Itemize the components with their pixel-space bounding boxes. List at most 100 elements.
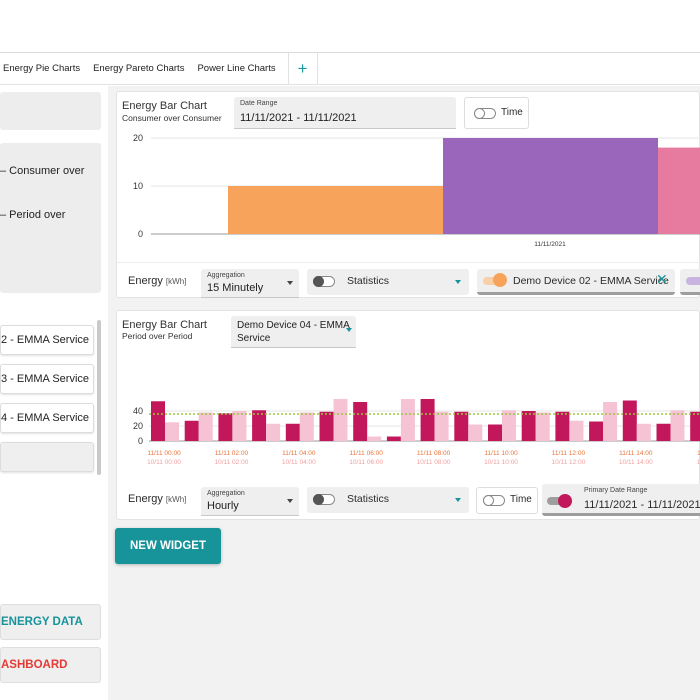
- bar-compare: [165, 422, 179, 441]
- aggregation-value: 15 Minutely: [207, 282, 264, 294]
- device-item-label: 2 - EMMA Service: [1, 334, 90, 346]
- y-tick-label: 20: [133, 133, 143, 143]
- device-chip-label: Demo Device 02 - EMMA Service: [513, 275, 669, 287]
- tab-bar: Energy Pie Charts Energy Pareto Charts P…: [0, 52, 700, 85]
- bar-compare: [333, 399, 348, 441]
- time-toggle[interactable]: [474, 108, 496, 119]
- bar-primary: [690, 411, 700, 441]
- device-item-5[interactable]: [0, 442, 94, 472]
- device-item-label: 3 - EMMA Service: [1, 373, 90, 385]
- chevron-down-icon: [287, 499, 293, 503]
- x-tick-label-primary: 11/11 14:00: [619, 450, 653, 457]
- widget-subtitle: Period over Period: [122, 331, 193, 341]
- date-range-label: Date Range: [240, 100, 278, 107]
- bar-chart-period: 0 20 40 11/11 00:00 10/11 00:00 11/11 02:00 10…: [133, 399, 700, 466]
- tab-energy-pareto-charts[interactable]: Energy Pareto Charts: [93, 63, 185, 74]
- primary-color-dot: [558, 494, 572, 508]
- date-range-value: 11/11/2021 - 11/11/2021: [240, 112, 357, 124]
- bar-primary: [218, 413, 233, 441]
- chevron-down-icon: [455, 498, 461, 502]
- energy-label: Energy [kWh]: [128, 493, 187, 505]
- device-color-dot: [493, 273, 507, 287]
- chevron-down-icon: [346, 328, 352, 332]
- aggregation-label: Aggregation: [207, 272, 245, 279]
- x-tick-label-compare: 10/1: [697, 459, 700, 466]
- x-tick-label: 11/11/2021: [534, 241, 566, 248]
- y-tick-label: 20: [133, 421, 143, 431]
- bar-primary: [521, 411, 536, 441]
- statistics-select[interactable]: Statistics: [307, 269, 469, 295]
- statistics-select[interactable]: Statistics: [307, 487, 469, 513]
- device-toggle[interactable]: [686, 277, 700, 285]
- left-panel-scrollbar[interactable]: [97, 320, 101, 475]
- widget-title: Energy Bar Chart: [122, 319, 207, 331]
- left-panel: – Consumer over – Period over 2 - EMMA S…: [0, 86, 108, 700]
- energy-data-button[interactable]: ENERGY DATA: [0, 604, 101, 640]
- time-toggle-box[interactable]: Time: [464, 97, 529, 129]
- widget-list-item-1[interactable]: – Consumer over: [0, 165, 85, 177]
- bar-compare: [299, 412, 314, 441]
- x-tick-label-primary: 11/11 02:00: [215, 450, 249, 457]
- x-tick-label-compare: 10/11 14:00: [619, 459, 653, 466]
- chevron-down-icon: [287, 281, 293, 285]
- tab-power-line-charts[interactable]: Power Line Charts: [197, 63, 276, 74]
- y-tick-label: 0: [138, 229, 143, 239]
- bar-compare: [367, 436, 382, 441]
- bar-compare: [434, 411, 449, 441]
- x-tick-label-compare: 10/11 04:00: [282, 459, 316, 466]
- bar-primary: [285, 423, 300, 441]
- widget-consumer-over-consumer: Energy Bar Chart Consumer over Consumer …: [116, 91, 700, 298]
- bar-compare: [468, 424, 483, 441]
- aggregation-select[interactable]: Aggregation 15 Minutely: [201, 269, 299, 298]
- device-item-3[interactable]: 3 - EMMA Service: [0, 364, 94, 394]
- x-tick-label-compare: 10/11 10:00: [484, 459, 518, 466]
- x-tick-label-primary: 11/11 06:00: [350, 450, 384, 457]
- primary-date-range[interactable]: Primary Date Range 11/11/2021 - 11/11/20…: [542, 484, 700, 516]
- statistics-toggle[interactable]: [313, 494, 335, 505]
- aggregation-label: Aggregation: [207, 490, 245, 497]
- bar-compare: [198, 412, 213, 441]
- device-item-4[interactable]: 4 - EMMA Service: [0, 403, 94, 433]
- device-select[interactable]: Demo Device 04 - EMMA Service: [231, 316, 356, 348]
- bar-compare: [670, 410, 685, 441]
- date-range-field[interactable]: Date Range 11/11/2021 - 11/11/2021: [234, 97, 456, 129]
- bar-primary: [353, 402, 368, 441]
- statistics-toggle[interactable]: [313, 276, 335, 287]
- y-tick-label: 10: [133, 181, 143, 191]
- chevron-down-icon: [455, 280, 461, 284]
- bar: [228, 186, 443, 234]
- x-tick-label-primary: 11/1: [697, 450, 700, 457]
- time-toggle-box[interactable]: Time: [476, 487, 538, 514]
- aggregation-select[interactable]: Aggregation Hourly: [201, 487, 299, 516]
- widget-title: Energy Bar Chart: [122, 100, 207, 112]
- close-icon[interactable]: ✕: [656, 271, 668, 287]
- time-label: Time: [501, 107, 523, 118]
- widget-list-box[interactable]: [0, 143, 101, 293]
- left-panel-header-box: [0, 92, 101, 130]
- device-item-2[interactable]: 2 - EMMA Service: [0, 325, 94, 355]
- device-chip[interactable]: Demo Device 02 - EMMA Service ✕: [477, 269, 675, 295]
- bar-primary: [622, 400, 637, 441]
- new-widget-button[interactable]: NEW WIDGET: [115, 528, 221, 564]
- tab-energy-pie-charts[interactable]: Energy Pie Charts: [3, 63, 81, 74]
- dashboard-button[interactable]: ASHBOARD: [0, 647, 101, 683]
- energy-label: Energy [kWh]: [128, 275, 187, 287]
- bar-primary: [454, 411, 469, 441]
- device-chip-2[interactable]: [680, 269, 700, 295]
- bar-primary: [252, 410, 267, 441]
- bar-primary: [656, 423, 671, 441]
- widget-period-over-period: Energy Bar Chart Period over Period Demo…: [116, 310, 700, 520]
- x-tick-label-compare: 10/11 00:00: [147, 459, 181, 466]
- time-toggle[interactable]: [483, 495, 505, 506]
- bar-compare: [569, 420, 584, 441]
- add-tab-button[interactable]: +: [287, 53, 318, 84]
- widget-list-item-2[interactable]: – Period over: [0, 209, 66, 221]
- bar-compare: [603, 402, 618, 441]
- statistics-label: Statistics: [347, 493, 390, 505]
- x-tick-label-primary: 11/11 04:00: [282, 450, 316, 457]
- bar-primary: [319, 411, 334, 441]
- bar: [658, 147, 700, 234]
- x-tick-label-compare: 10/11 02:00: [214, 459, 248, 466]
- device-select-line1: Demo Device 04 - EMMA: [237, 320, 350, 331]
